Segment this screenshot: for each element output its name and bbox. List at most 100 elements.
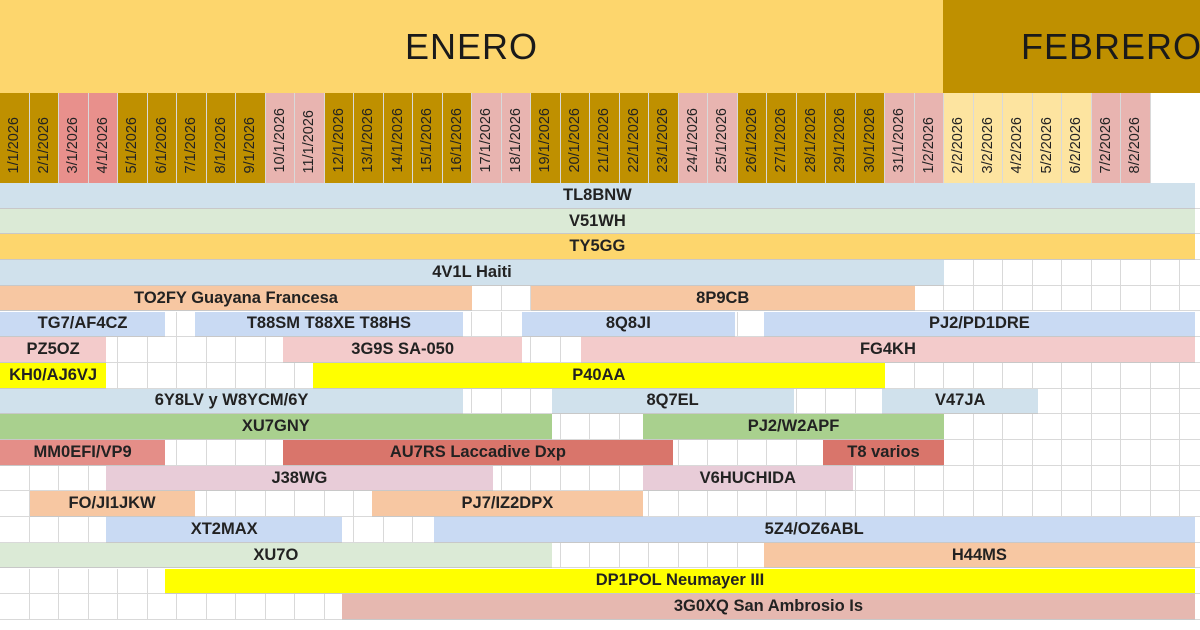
activity-bar[interactable]: V47JA xyxy=(882,388,1039,415)
grid-cell xyxy=(501,388,531,415)
activity-bar[interactable]: V6HUCHIDA xyxy=(643,465,853,492)
activity-bar[interactable]: 8Q8JI xyxy=(522,311,735,338)
grid-cell xyxy=(1062,440,1092,466)
activity-bar[interactable]: XU7O xyxy=(0,542,552,569)
grid-cell xyxy=(944,362,974,389)
grid-cell xyxy=(1032,388,1062,415)
activity-bar[interactable]: 4V1L Haiti xyxy=(0,260,944,286)
activity-bar[interactable]: TY5GG xyxy=(0,234,1195,261)
activity-bar[interactable]: 5Z4/OZ6ABL xyxy=(433,517,1195,543)
grid-cell xyxy=(1150,388,1180,415)
grid-cell xyxy=(678,542,708,569)
activity-bar[interactable]: V51WH xyxy=(0,208,1195,235)
date-label: 4/1/2026 xyxy=(94,116,111,173)
grid-cell xyxy=(826,388,856,415)
date-label: 16/1/2026 xyxy=(448,108,465,173)
grid-cell xyxy=(206,491,236,518)
month-febrero: FEBRERO xyxy=(943,0,1200,93)
activity-bar[interactable]: XT2MAX xyxy=(106,517,343,543)
activity-bar[interactable]: PJ2/W2APF xyxy=(643,414,944,440)
grid-cell xyxy=(1091,362,1121,389)
grid-cell xyxy=(1121,388,1151,415)
activity-bar[interactable]: AU7RS Laccadive Dxp xyxy=(283,440,673,466)
grid-cell xyxy=(1121,362,1151,389)
grid-cell xyxy=(973,285,1003,312)
grid-cell xyxy=(737,440,767,466)
grid-cell xyxy=(0,491,30,518)
date-column-header: 8/2/2026 xyxy=(1121,93,1151,183)
date-label: 14/1/2026 xyxy=(389,108,406,173)
date-column-header: 18/1/2026 xyxy=(501,93,531,183)
grid-cell xyxy=(855,491,885,518)
activity-bar[interactable]: 8Q7EL xyxy=(551,388,794,415)
grid-cell xyxy=(914,285,944,312)
activity-bar[interactable]: PJ2/PD1DRE xyxy=(764,311,1195,338)
grid-cell xyxy=(0,568,30,595)
grid-cell xyxy=(1121,260,1151,286)
grid-cell xyxy=(944,414,974,440)
date-column-header: 26/1/2026 xyxy=(737,93,767,183)
grid-cell xyxy=(206,337,236,363)
grid-cell xyxy=(29,465,59,492)
activity-bar[interactable]: T88SM T88XE T88HS xyxy=(194,311,464,338)
activity-bar[interactable]: H44MS xyxy=(764,542,1195,569)
grid-cell xyxy=(147,594,177,620)
grid-cell xyxy=(1150,465,1180,492)
grid-cell xyxy=(1091,491,1121,518)
date-label: 7/1/2026 xyxy=(183,116,200,173)
grid-cell xyxy=(914,491,944,518)
activity-bar[interactable]: T8 varios xyxy=(823,440,944,466)
activity-bar[interactable]: TG7/AF4CZ xyxy=(0,311,166,338)
activity-bar[interactable]: DP1POL Neumayer III xyxy=(165,568,1195,595)
date-label: 23/1/2026 xyxy=(655,108,672,173)
date-column-header: 23/1/2026 xyxy=(649,93,679,183)
date-label: 6/1/2026 xyxy=(153,116,170,173)
date-column-header: 6/2/2026 xyxy=(1062,93,1092,183)
grid-cell xyxy=(59,594,89,620)
grid-cell xyxy=(1091,440,1121,466)
grid-cell xyxy=(1150,285,1180,312)
activity-bar[interactable]: 8P9CB xyxy=(531,285,915,312)
date-label: 30/1/2026 xyxy=(861,108,878,173)
activity-bar[interactable]: FO/JI1JKW xyxy=(29,491,195,518)
activity-bar[interactable]: 3G9S SA-050 xyxy=(283,337,523,363)
activity-bar[interactable]: 6Y8LV y W8YCM/6Y xyxy=(0,388,464,415)
date-column-header: 9/1/2026 xyxy=(236,93,266,183)
grid-cell xyxy=(236,337,266,363)
activity-bar[interactable]: TO2FY Guayana Francesa xyxy=(0,285,472,312)
grid-cell xyxy=(295,491,325,518)
activity-bar[interactable]: XU7GNY xyxy=(0,414,552,440)
activity-bar[interactable]: P40AA xyxy=(312,362,885,389)
activity-bar[interactable]: TL8BNW xyxy=(0,183,1195,209)
date-label: 4/2/2026 xyxy=(1009,116,1026,173)
date-label: 22/1/2026 xyxy=(625,108,642,173)
date-label: 7/2/2026 xyxy=(1097,116,1114,173)
activity-bar[interactable]: FG4KH xyxy=(581,337,1195,363)
activity-bar[interactable]: MM0EFI/VP9 xyxy=(0,440,166,466)
date-column-header: 2/1/2026 xyxy=(29,93,59,183)
date-column-header: 27/1/2026 xyxy=(767,93,797,183)
date-label: 9/1/2026 xyxy=(242,116,259,173)
grid-cell xyxy=(88,594,118,620)
grid-cell xyxy=(708,440,738,466)
date-column-header: 3/1/2026 xyxy=(59,93,89,183)
activity-bar[interactable]: 3G0XQ San Ambrosio Is xyxy=(342,594,1195,620)
date-label: 5/1/2026 xyxy=(124,116,141,173)
date-label: 29/1/2026 xyxy=(832,108,849,173)
date-column-header: 15/1/2026 xyxy=(413,93,443,183)
grid-cell xyxy=(1121,491,1151,518)
grid-cell xyxy=(590,542,620,569)
grid-cell xyxy=(1032,285,1062,312)
grid-cell xyxy=(855,388,885,415)
grid-cell xyxy=(944,440,974,466)
grid-cell xyxy=(885,491,915,518)
date-label: 20/1/2026 xyxy=(566,108,583,173)
activity-bar[interactable]: KH0/AJ6VJ xyxy=(0,362,107,389)
activity-bar[interactable]: J38WG xyxy=(106,465,493,492)
grid-cell xyxy=(708,542,738,569)
grid-cell xyxy=(678,491,708,518)
grid-cell xyxy=(1091,285,1121,312)
activity-bar[interactable]: PZ5OZ xyxy=(0,337,107,363)
grid-cell xyxy=(649,542,679,569)
activity-bar[interactable]: PJ7/IZ2DPX xyxy=(371,491,644,518)
